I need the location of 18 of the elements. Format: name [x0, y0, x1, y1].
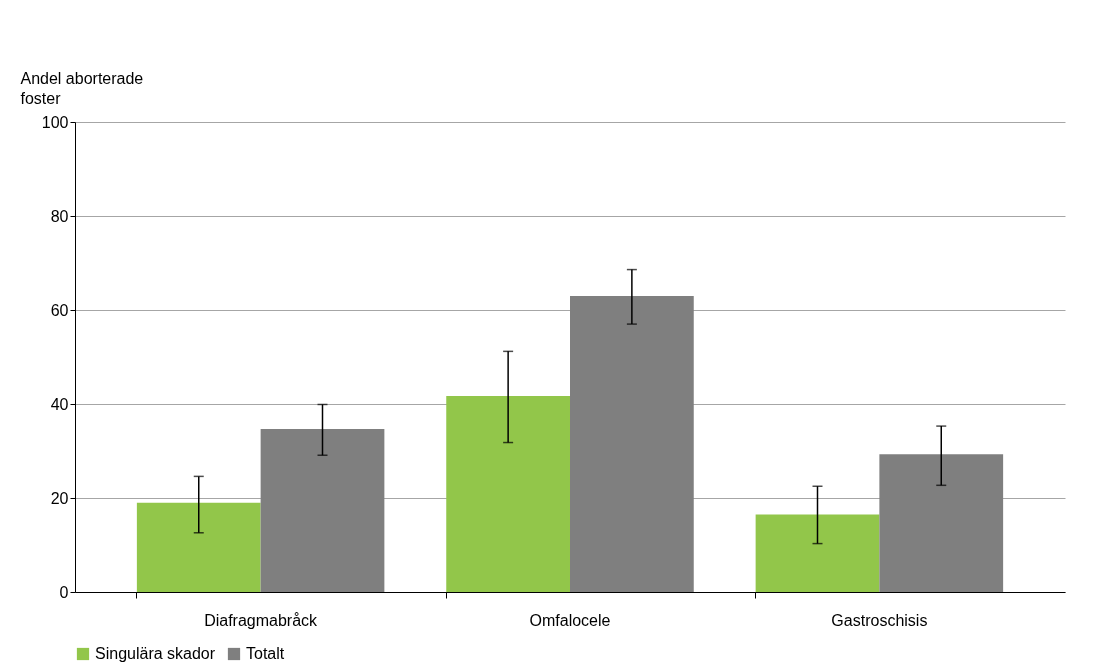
- y-tick-label: 60: [50, 301, 69, 319]
- y-tick-label: 20: [50, 489, 69, 507]
- bar: [446, 396, 570, 592]
- y-tick-label: 80: [50, 207, 69, 225]
- bar: [879, 454, 1004, 592]
- bar: [260, 428, 385, 592]
- bar: [755, 514, 880, 592]
- bar: [570, 295, 694, 592]
- legend-label: Totalt: [246, 645, 285, 662]
- y-tick-label: 100: [41, 113, 69, 131]
- legend-label: Singulära skador: [95, 645, 216, 662]
- y-axis-title: Andel aborterade foster: [20, 69, 144, 107]
- x-tick-label: Omfalocele: [529, 611, 611, 629]
- x-tick-label: Gastroschisis: [831, 611, 928, 629]
- x-tick-label: Diafragmabråck: [204, 611, 319, 629]
- bar: [136, 502, 261, 592]
- y-tick-label: 0: [59, 583, 69, 601]
- y-tick-label: 40: [50, 395, 69, 413]
